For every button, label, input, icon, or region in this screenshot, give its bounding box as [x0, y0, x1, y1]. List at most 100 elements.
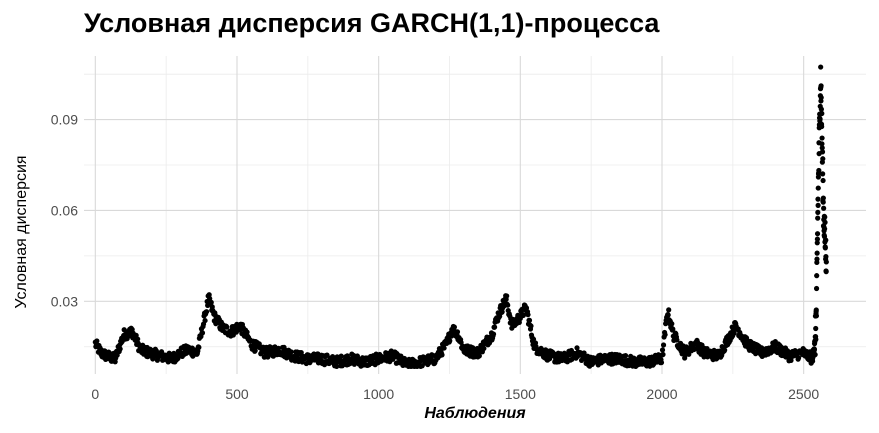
data-point [490, 331, 497, 337]
data-point [722, 347, 728, 353]
data-point [814, 256, 820, 262]
data-point [823, 259, 829, 265]
data-point [814, 273, 820, 279]
x-tick-label: 1500 [505, 386, 536, 402]
data-point [815, 185, 821, 191]
data-point [811, 346, 818, 352]
data-point [823, 269, 829, 275]
data-point [669, 321, 675, 327]
data-point [820, 199, 826, 205]
data-point [454, 329, 461, 335]
data-point [813, 285, 820, 292]
x-axis-title: Наблюдения [424, 405, 526, 422]
x-tick-label: 500 [225, 386, 249, 402]
data-point [504, 293, 510, 299]
data-point [814, 236, 821, 242]
data-point [665, 312, 671, 318]
data-point [819, 135, 825, 141]
x-tick-label: 1000 [363, 386, 394, 402]
data-point [816, 167, 822, 174]
data-point [199, 330, 206, 336]
data-point [499, 309, 505, 315]
data-point [814, 240, 820, 246]
data-point [815, 202, 821, 208]
data-point [814, 250, 820, 256]
data-point [818, 83, 824, 89]
data-point [528, 323, 534, 329]
chart-title: Условная дисперсия GARCH(1,1)-процесса [84, 8, 660, 38]
data-point [819, 145, 825, 151]
data-point [208, 299, 214, 305]
data-point [622, 353, 629, 359]
data-point [818, 94, 824, 101]
data-point [818, 106, 824, 112]
data-point [670, 326, 676, 332]
data-point [819, 110, 825, 117]
data-point [820, 195, 826, 201]
y-tick-label: 0.03 [51, 293, 78, 309]
data-point [818, 64, 824, 70]
data-point [117, 346, 123, 352]
data-point [206, 292, 212, 298]
data-point [819, 123, 825, 130]
data-point [820, 171, 826, 177]
data-point [476, 353, 482, 359]
x-tick-label: 0 [91, 386, 99, 402]
data-point [224, 324, 230, 330]
data-point [731, 330, 737, 336]
data-point [819, 149, 826, 155]
y-axis-tick-labels: 0.03 0.06 0.09 [51, 112, 78, 310]
data-point [815, 209, 821, 215]
data-point [823, 237, 829, 243]
data-point [660, 342, 667, 348]
data-point [441, 345, 447, 351]
data-point [94, 338, 100, 344]
data-point [813, 313, 820, 319]
data-point [659, 347, 666, 353]
data-point [526, 317, 533, 323]
data-point [497, 313, 503, 319]
data-point [815, 196, 821, 202]
data-point [813, 307, 819, 313]
data-point [439, 352, 445, 358]
data-point [334, 363, 340, 370]
data-point [505, 302, 511, 308]
data-point [666, 307, 672, 313]
data-point [819, 141, 825, 147]
x-axis-tick-labels: 0 500 1000 1500 2000 2500 [91, 386, 819, 402]
data-point [520, 312, 527, 318]
data-point [204, 309, 210, 315]
data-point [815, 215, 821, 221]
data-point [813, 336, 819, 342]
data-point [822, 226, 828, 232]
data-point [491, 324, 498, 330]
data-point [820, 177, 826, 184]
grid [84, 56, 866, 374]
data-point [338, 353, 344, 359]
data-point [822, 245, 828, 251]
data-point [288, 349, 294, 355]
data-point [196, 344, 202, 350]
y-axis-title: Условная дисперсия [13, 155, 30, 308]
data-point [821, 205, 827, 211]
data-point [252, 347, 258, 354]
data-point [823, 254, 829, 260]
data-point [812, 352, 818, 358]
data-point [202, 317, 208, 324]
data-points [92, 64, 829, 370]
y-tick-label: 0.06 [51, 202, 78, 218]
y-tick-label: 0.09 [51, 112, 78, 128]
data-point [244, 329, 250, 335]
data-point [813, 325, 819, 332]
data-point [660, 351, 666, 358]
data-point [817, 116, 823, 122]
data-point [822, 214, 828, 220]
data-point [796, 355, 802, 361]
data-point [135, 336, 141, 342]
x-tick-label: 2500 [788, 386, 819, 402]
data-point [674, 337, 680, 343]
x-tick-label: 2000 [646, 386, 677, 402]
data-point [820, 156, 826, 162]
data-point [574, 345, 580, 351]
